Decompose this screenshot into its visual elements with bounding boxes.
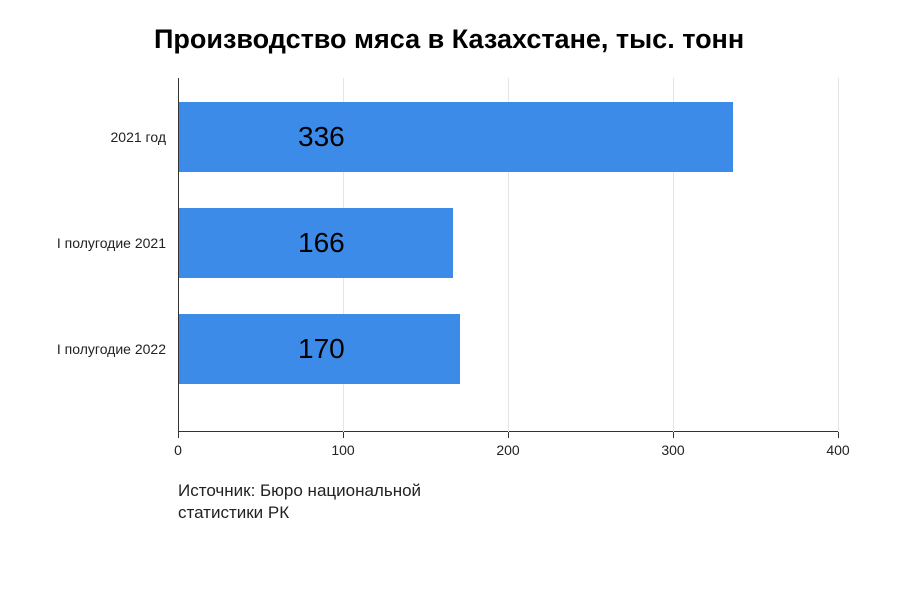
x-tick-label: 400 (826, 442, 849, 458)
grid-line (838, 78, 839, 432)
x-tick (673, 432, 674, 438)
x-tick-label: 300 (661, 442, 684, 458)
category-label: I полугодие 2022 (0, 341, 166, 357)
bar-value-label: 170 (298, 333, 345, 365)
x-tick (178, 432, 179, 438)
category-label: 2021 год (0, 129, 166, 145)
x-tick (508, 432, 509, 438)
x-tick-label: 0 (174, 442, 182, 458)
category-label: I полугодие 2021 (0, 235, 166, 251)
plot-area: 336 166 170 (178, 78, 838, 432)
bar-value-label: 336 (298, 121, 345, 153)
x-tick-label: 200 (496, 442, 519, 458)
source-note: Источник: Бюро национальной статистики Р… (178, 480, 498, 524)
bar (179, 102, 733, 172)
chart-title: Производство мяса в Казахстане, тыс. тон… (154, 24, 744, 55)
x-tick (343, 432, 344, 438)
chart-container: Производство мяса в Казахстане, тыс. тон… (0, 0, 900, 600)
x-tick (838, 432, 839, 438)
bar-value-label: 166 (298, 227, 345, 259)
x-tick-label: 100 (331, 442, 354, 458)
